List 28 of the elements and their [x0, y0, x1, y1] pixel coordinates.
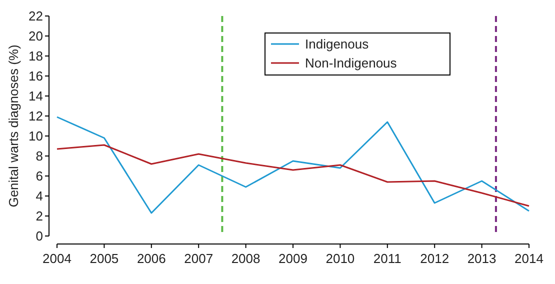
y-tick-label: 6	[36, 168, 43, 184]
legend-label: Non-Indigenous	[305, 56, 398, 71]
x-tick-label: 2010	[326, 251, 355, 266]
x-tick-label: 2011	[373, 251, 402, 266]
y-tick-label: 14	[28, 88, 43, 104]
y-tick-label: 18	[28, 48, 43, 64]
x-tick-label: 2009	[278, 251, 308, 266]
x-tick-label: 2005	[90, 251, 119, 266]
y-tick-label: 16	[28, 68, 43, 84]
line-series	[56, 116, 530, 214]
legend-label: Indigenous	[305, 36, 370, 52]
x-tick-label: 2007	[184, 251, 214, 266]
y-tick-label: 0	[36, 228, 43, 244]
y-tick-label: 2	[36, 208, 43, 224]
line-series	[56, 144, 530, 207]
x-tick-label: 2014	[514, 251, 544, 266]
x-tick-label: 2012	[420, 251, 450, 266]
x-tick-label: 2006	[136, 251, 166, 266]
y-tick-label: 10	[28, 128, 43, 144]
y-axis-title: Genital warts diagnoses (%)	[6, 44, 21, 208]
x-tick-label: 2004	[42, 251, 72, 266]
x-tick-label: 2013	[467, 251, 496, 266]
y-tick-label: 12	[28, 108, 43, 124]
x-tick-label: 2008	[231, 251, 260, 266]
y-tick-label: 22	[28, 8, 43, 24]
y-tick-label: 20	[28, 28, 43, 44]
y-tick-label: 8	[36, 148, 43, 164]
y-tick-label: 4	[36, 188, 43, 204]
